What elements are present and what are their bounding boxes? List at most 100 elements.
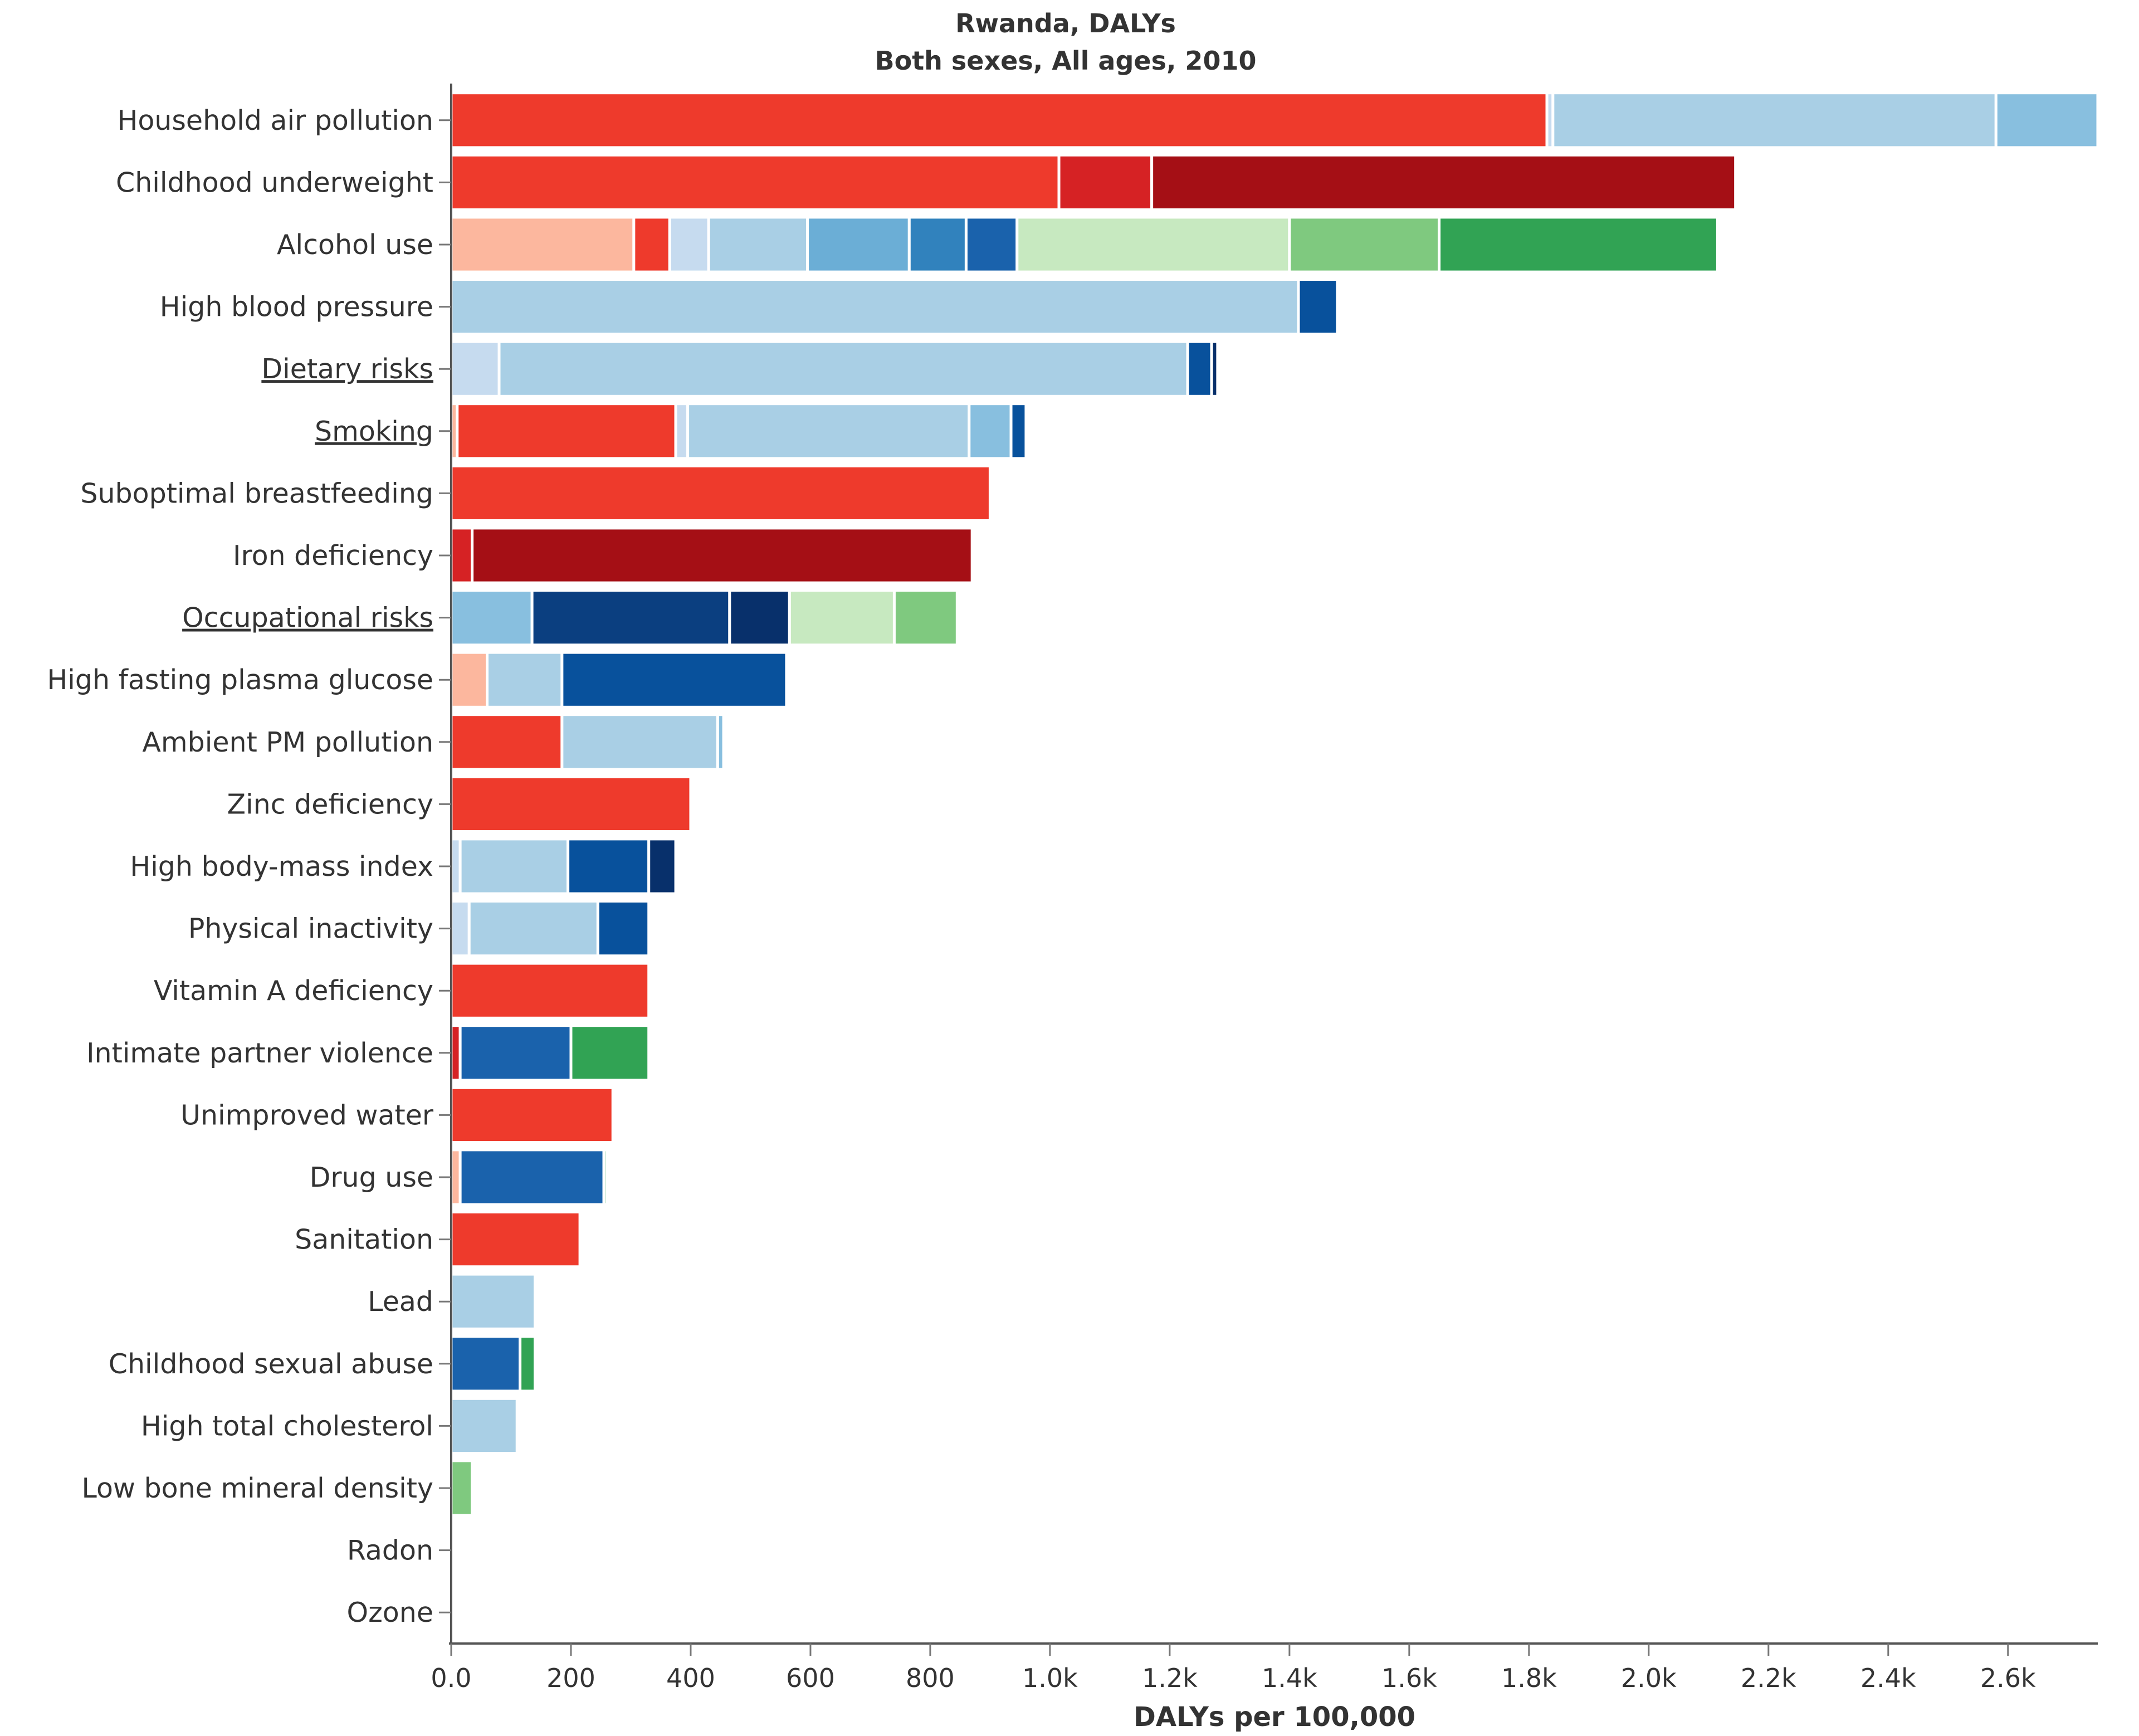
bar-segment-suboptimal-breastfeeding-1[interactable] <box>450 464 992 523</box>
bar-lead[interactable] <box>450 1272 536 1330</box>
bar-segment-ambient-pm-pollution-1[interactable] <box>450 713 564 771</box>
bar-segment-iron-deficiency-2[interactable] <box>471 526 974 584</box>
bar-segment-unimproved-water-1[interactable] <box>450 1086 614 1144</box>
bar-segment-drug-use-3[interactable] <box>602 1148 608 1206</box>
y-tick-label-unimproved-water: Unimproved water <box>180 1099 434 1131</box>
bar-childhood-underweight[interactable] <box>450 153 1737 212</box>
bar-segment-household-air-pollution-4[interactable] <box>1994 91 2099 149</box>
bar-high-fasting-plasma-glucose[interactable] <box>450 651 788 709</box>
bar-segment-childhood-sexual-abuse-1[interactable] <box>450 1335 522 1393</box>
bar-physical-inactivity[interactable] <box>450 899 651 958</box>
bar-segment-occupational-risks-4[interactable] <box>788 588 896 647</box>
bar-segment-zinc-deficiency-1[interactable] <box>450 775 692 833</box>
bar-low-bone-mineral-density[interactable] <box>450 1459 474 1517</box>
bar-segment-alcohol-use-9[interactable] <box>1288 216 1441 274</box>
bar-segment-iron-deficiency-1[interactable] <box>450 526 474 584</box>
bar-segment-high-fasting-plasma-glucose-2[interactable] <box>485 651 564 709</box>
bar-suboptimal-breastfeeding[interactable] <box>450 464 992 523</box>
bar-segment-alcohol-use-3[interactable] <box>668 216 710 274</box>
bar-unimproved-water[interactable] <box>450 1086 614 1144</box>
x-axis-label: DALYs per 100,000 <box>1134 1701 1415 1733</box>
bar-segment-dietary-risks-3[interactable] <box>1186 340 1213 398</box>
bar-segment-low-bone-mineral-density-1[interactable] <box>450 1459 474 1517</box>
y-tick-label-high-fasting-plasma-glucose: High fasting plasma glucose <box>47 664 433 696</box>
bar-smoking[interactable] <box>450 402 1028 460</box>
y-tick-label-drug-use: Drug use <box>310 1162 433 1193</box>
bar-segment-smoking-5[interactable] <box>968 402 1013 460</box>
bar-alcohol-use[interactable] <box>450 216 1719 274</box>
bar-ambient-pm-pollution[interactable] <box>450 713 725 771</box>
x-tick-label-400: 400 <box>666 1663 715 1693</box>
bar-drug-use[interactable] <box>450 1148 608 1206</box>
bar-segment-physical-inactivity-3[interactable] <box>596 899 651 958</box>
bar-segment-smoking-3[interactable] <box>674 402 690 460</box>
bar-segment-alcohol-use-10[interactable] <box>1438 216 1719 274</box>
bar-segment-high-body-mass-index-4[interactable] <box>647 837 677 895</box>
y-tick-label-dietary-risks[interactable]: Dietary risks <box>261 353 433 385</box>
bar-segment-childhood-underweight-3[interactable] <box>1150 153 1737 212</box>
bar-segment-high-body-mass-index-3[interactable] <box>567 837 651 895</box>
bar-segment-high-blood-pressure-1[interactable] <box>450 277 1300 336</box>
bar-segment-occupational-risks-1[interactable] <box>450 588 534 647</box>
bar-segment-alcohol-use-7[interactable] <box>964 216 1019 274</box>
bar-segment-childhood-underweight-2[interactable] <box>1057 153 1154 212</box>
bar-segment-ambient-pm-pollution-2[interactable] <box>560 713 719 771</box>
bar-iron-deficiency[interactable] <box>450 526 974 584</box>
bar-segment-smoking-2[interactable] <box>456 402 677 460</box>
y-tick-label-smoking[interactable]: Smoking <box>315 416 433 447</box>
bar-segment-alcohol-use-6[interactable] <box>907 216 968 274</box>
bar-segment-high-fasting-plasma-glucose-3[interactable] <box>560 651 788 709</box>
bar-dietary-risks[interactable] <box>450 340 1219 398</box>
bar-segment-occupational-risks-5[interactable] <box>892 588 959 647</box>
bar-segment-household-air-pollution-1[interactable] <box>450 91 1549 149</box>
y-tick-label-ambient-pm-pollution: Ambient PM pollution <box>142 726 433 758</box>
bar-segment-alcohol-use-2[interactable] <box>632 216 671 274</box>
y-tick-label-high-total-cholesterol: High total cholesterol <box>141 1410 433 1442</box>
bar-segment-high-total-cholesterol-1[interactable] <box>450 1397 519 1455</box>
bar-segment-alcohol-use-5[interactable] <box>806 216 911 274</box>
bar-segment-intimate-partner-violence-2[interactable] <box>458 1024 573 1082</box>
bar-sanitation[interactable] <box>450 1210 582 1269</box>
bar-segment-high-fasting-plasma-glucose-1[interactable] <box>450 651 489 709</box>
bar-segment-occupational-risks-3[interactable] <box>728 588 791 647</box>
bar-segment-dietary-risks-1[interactable] <box>450 340 501 398</box>
bar-segment-alcohol-use-1[interactable] <box>450 216 636 274</box>
bar-high-body-mass-index[interactable] <box>450 837 677 895</box>
y-tick-label-alcohol-use: Alcohol use <box>277 229 433 261</box>
bar-segment-drug-use-2[interactable] <box>458 1148 605 1206</box>
bar-occupational-risks[interactable] <box>450 588 959 647</box>
y-tick-label-lead: Lead <box>368 1286 433 1318</box>
bar-segment-alcohol-use-8[interactable] <box>1015 216 1291 274</box>
bar-segment-high-blood-pressure-2[interactable] <box>1297 277 1339 336</box>
y-tick-label-ozone: Ozone <box>347 1597 433 1628</box>
bar-segment-alcohol-use-4[interactable] <box>707 216 809 274</box>
bar-vitamin-a-deficiency[interactable] <box>450 962 651 1020</box>
bar-high-total-cholesterol[interactable] <box>450 1397 519 1455</box>
bar-segment-sanitation-1[interactable] <box>450 1210 582 1269</box>
x-tick-label-2-0k: 2.0k <box>1621 1663 1677 1693</box>
bar-segment-physical-inactivity-1[interactable] <box>450 899 471 958</box>
bar-household-air-pollution[interactable] <box>450 91 2099 149</box>
bar-zinc-deficiency[interactable] <box>450 775 692 833</box>
bar-segment-dietary-risks-2[interactable] <box>497 340 1189 398</box>
bar-segment-childhood-underweight-1[interactable] <box>450 153 1061 212</box>
bar-segment-physical-inactivity-2[interactable] <box>467 899 599 958</box>
bar-segment-smoking-4[interactable] <box>686 402 971 460</box>
bar-segment-childhood-sexual-abuse-2[interactable] <box>519 1335 536 1393</box>
bar-segment-household-air-pollution-3[interactable] <box>1551 91 1998 149</box>
bar-childhood-sexual-abuse[interactable] <box>450 1335 536 1393</box>
bar-segment-intimate-partner-violence-3[interactable] <box>569 1024 651 1082</box>
bar-segment-ambient-pm-pollution-3[interactable] <box>716 713 725 771</box>
bar-segment-lead-1[interactable] <box>450 1272 536 1330</box>
bar-intimate-partner-violence[interactable] <box>450 1024 651 1082</box>
bar-segment-high-body-mass-index-2[interactable] <box>458 837 570 895</box>
bar-high-blood-pressure[interactable] <box>450 277 1339 336</box>
y-tick-label-occupational-risks[interactable]: Occupational risks <box>182 602 433 634</box>
x-tick-label-0-0: 0.0 <box>431 1663 471 1693</box>
bar-segment-occupational-risks-2[interactable] <box>530 588 731 647</box>
bar-segment-smoking-6[interactable] <box>1009 402 1028 460</box>
bar-segment-dietary-risks-4[interactable] <box>1210 340 1219 398</box>
bar-segment-vitamin-a-deficiency-1[interactable] <box>450 962 651 1020</box>
chart-title: Rwanda, DALYs <box>955 8 1176 38</box>
